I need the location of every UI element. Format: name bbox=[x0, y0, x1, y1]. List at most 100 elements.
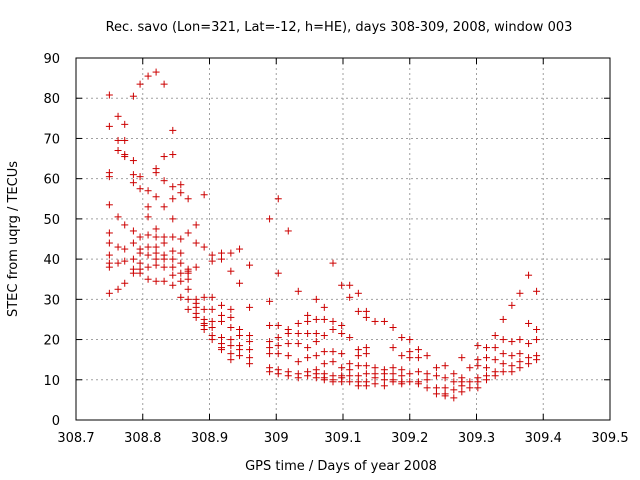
data-point bbox=[184, 295, 192, 303]
data-point bbox=[320, 332, 328, 340]
data-point bbox=[136, 249, 144, 257]
data-point bbox=[208, 317, 216, 325]
data-point bbox=[121, 153, 129, 161]
data-point bbox=[114, 213, 122, 221]
data-point bbox=[160, 177, 168, 185]
data-point bbox=[129, 255, 137, 263]
data-point bbox=[432, 390, 440, 398]
data-point bbox=[389, 364, 397, 372]
data-point bbox=[246, 303, 254, 311]
data-point bbox=[346, 378, 354, 386]
data-point bbox=[177, 277, 185, 285]
data-point bbox=[294, 287, 302, 295]
y-tick-label: 10 bbox=[43, 374, 60, 389]
data-point bbox=[152, 68, 160, 76]
data-point bbox=[208, 305, 216, 313]
data-point bbox=[266, 338, 274, 346]
data-point bbox=[320, 303, 328, 311]
data-point bbox=[227, 356, 235, 364]
y-tick-label: 20 bbox=[43, 334, 60, 349]
data-point bbox=[491, 332, 499, 340]
data-point bbox=[380, 317, 388, 325]
data-point bbox=[246, 338, 254, 346]
data-point bbox=[169, 263, 177, 271]
data-point bbox=[508, 338, 516, 346]
data-point bbox=[274, 342, 282, 350]
data-point bbox=[208, 257, 216, 265]
data-point bbox=[144, 243, 152, 251]
data-point bbox=[450, 386, 458, 394]
data-point bbox=[144, 275, 152, 283]
data-point bbox=[346, 360, 354, 368]
data-point bbox=[227, 323, 235, 331]
data-point bbox=[144, 72, 152, 80]
data-point bbox=[160, 263, 168, 271]
data-point bbox=[169, 247, 177, 255]
data-point bbox=[266, 321, 274, 329]
data-point bbox=[208, 251, 216, 259]
data-point bbox=[160, 80, 168, 88]
data-point bbox=[266, 368, 274, 376]
data-point bbox=[218, 346, 226, 354]
data-point bbox=[499, 350, 507, 358]
data-point bbox=[338, 321, 346, 329]
data-point bbox=[371, 317, 379, 325]
data-point bbox=[177, 235, 185, 243]
data-point bbox=[423, 376, 431, 384]
data-point bbox=[169, 215, 177, 223]
data-point bbox=[218, 255, 226, 263]
data-point bbox=[144, 213, 152, 221]
data-point bbox=[177, 249, 185, 257]
data-point bbox=[406, 348, 414, 356]
data-point bbox=[284, 372, 292, 380]
data-point bbox=[483, 354, 491, 362]
data-point bbox=[414, 354, 422, 362]
data-point bbox=[152, 255, 160, 263]
data-point bbox=[432, 364, 440, 372]
data-point bbox=[312, 374, 320, 382]
x-axis-tick-labels: 308.7 308.8 308.9 309 309.1 309.2 309.3 309.4 30… bbox=[57, 431, 628, 446]
data-point bbox=[236, 346, 244, 354]
data-point bbox=[105, 201, 113, 209]
data-point bbox=[208, 336, 216, 344]
data-point bbox=[152, 249, 160, 257]
data-point bbox=[144, 203, 152, 211]
data-point bbox=[450, 370, 458, 378]
data-point bbox=[329, 326, 337, 333]
data-point bbox=[362, 307, 370, 315]
data-point bbox=[346, 366, 354, 374]
data-point bbox=[218, 249, 226, 257]
data-point bbox=[312, 315, 320, 323]
data-point bbox=[114, 147, 122, 155]
data-point bbox=[218, 301, 226, 309]
data-point bbox=[160, 153, 168, 161]
data-point bbox=[160, 277, 168, 285]
data-point bbox=[144, 231, 152, 239]
data-point bbox=[121, 279, 129, 287]
data-point bbox=[192, 263, 200, 271]
data-point bbox=[466, 384, 474, 392]
data-point bbox=[274, 195, 282, 203]
data-point bbox=[346, 293, 354, 301]
data-point bbox=[516, 336, 524, 344]
data-point bbox=[525, 319, 533, 327]
y-tick-label: 30 bbox=[43, 293, 60, 308]
data-point bbox=[398, 352, 406, 360]
data-point bbox=[105, 91, 113, 99]
data-point bbox=[227, 249, 235, 257]
data-point bbox=[329, 358, 337, 366]
x-tick-label: 309.2 bbox=[391, 431, 428, 446]
data-point bbox=[236, 245, 244, 253]
x-tick-label: 309.5 bbox=[591, 431, 628, 446]
data-point bbox=[533, 336, 541, 344]
data-points bbox=[105, 68, 541, 402]
data-point bbox=[346, 281, 354, 289]
data-point bbox=[129, 157, 137, 165]
data-point bbox=[329, 317, 337, 325]
data-point bbox=[354, 289, 362, 297]
data-point bbox=[533, 356, 541, 364]
data-point bbox=[483, 344, 491, 352]
data-point bbox=[354, 372, 362, 380]
data-point bbox=[516, 350, 524, 358]
